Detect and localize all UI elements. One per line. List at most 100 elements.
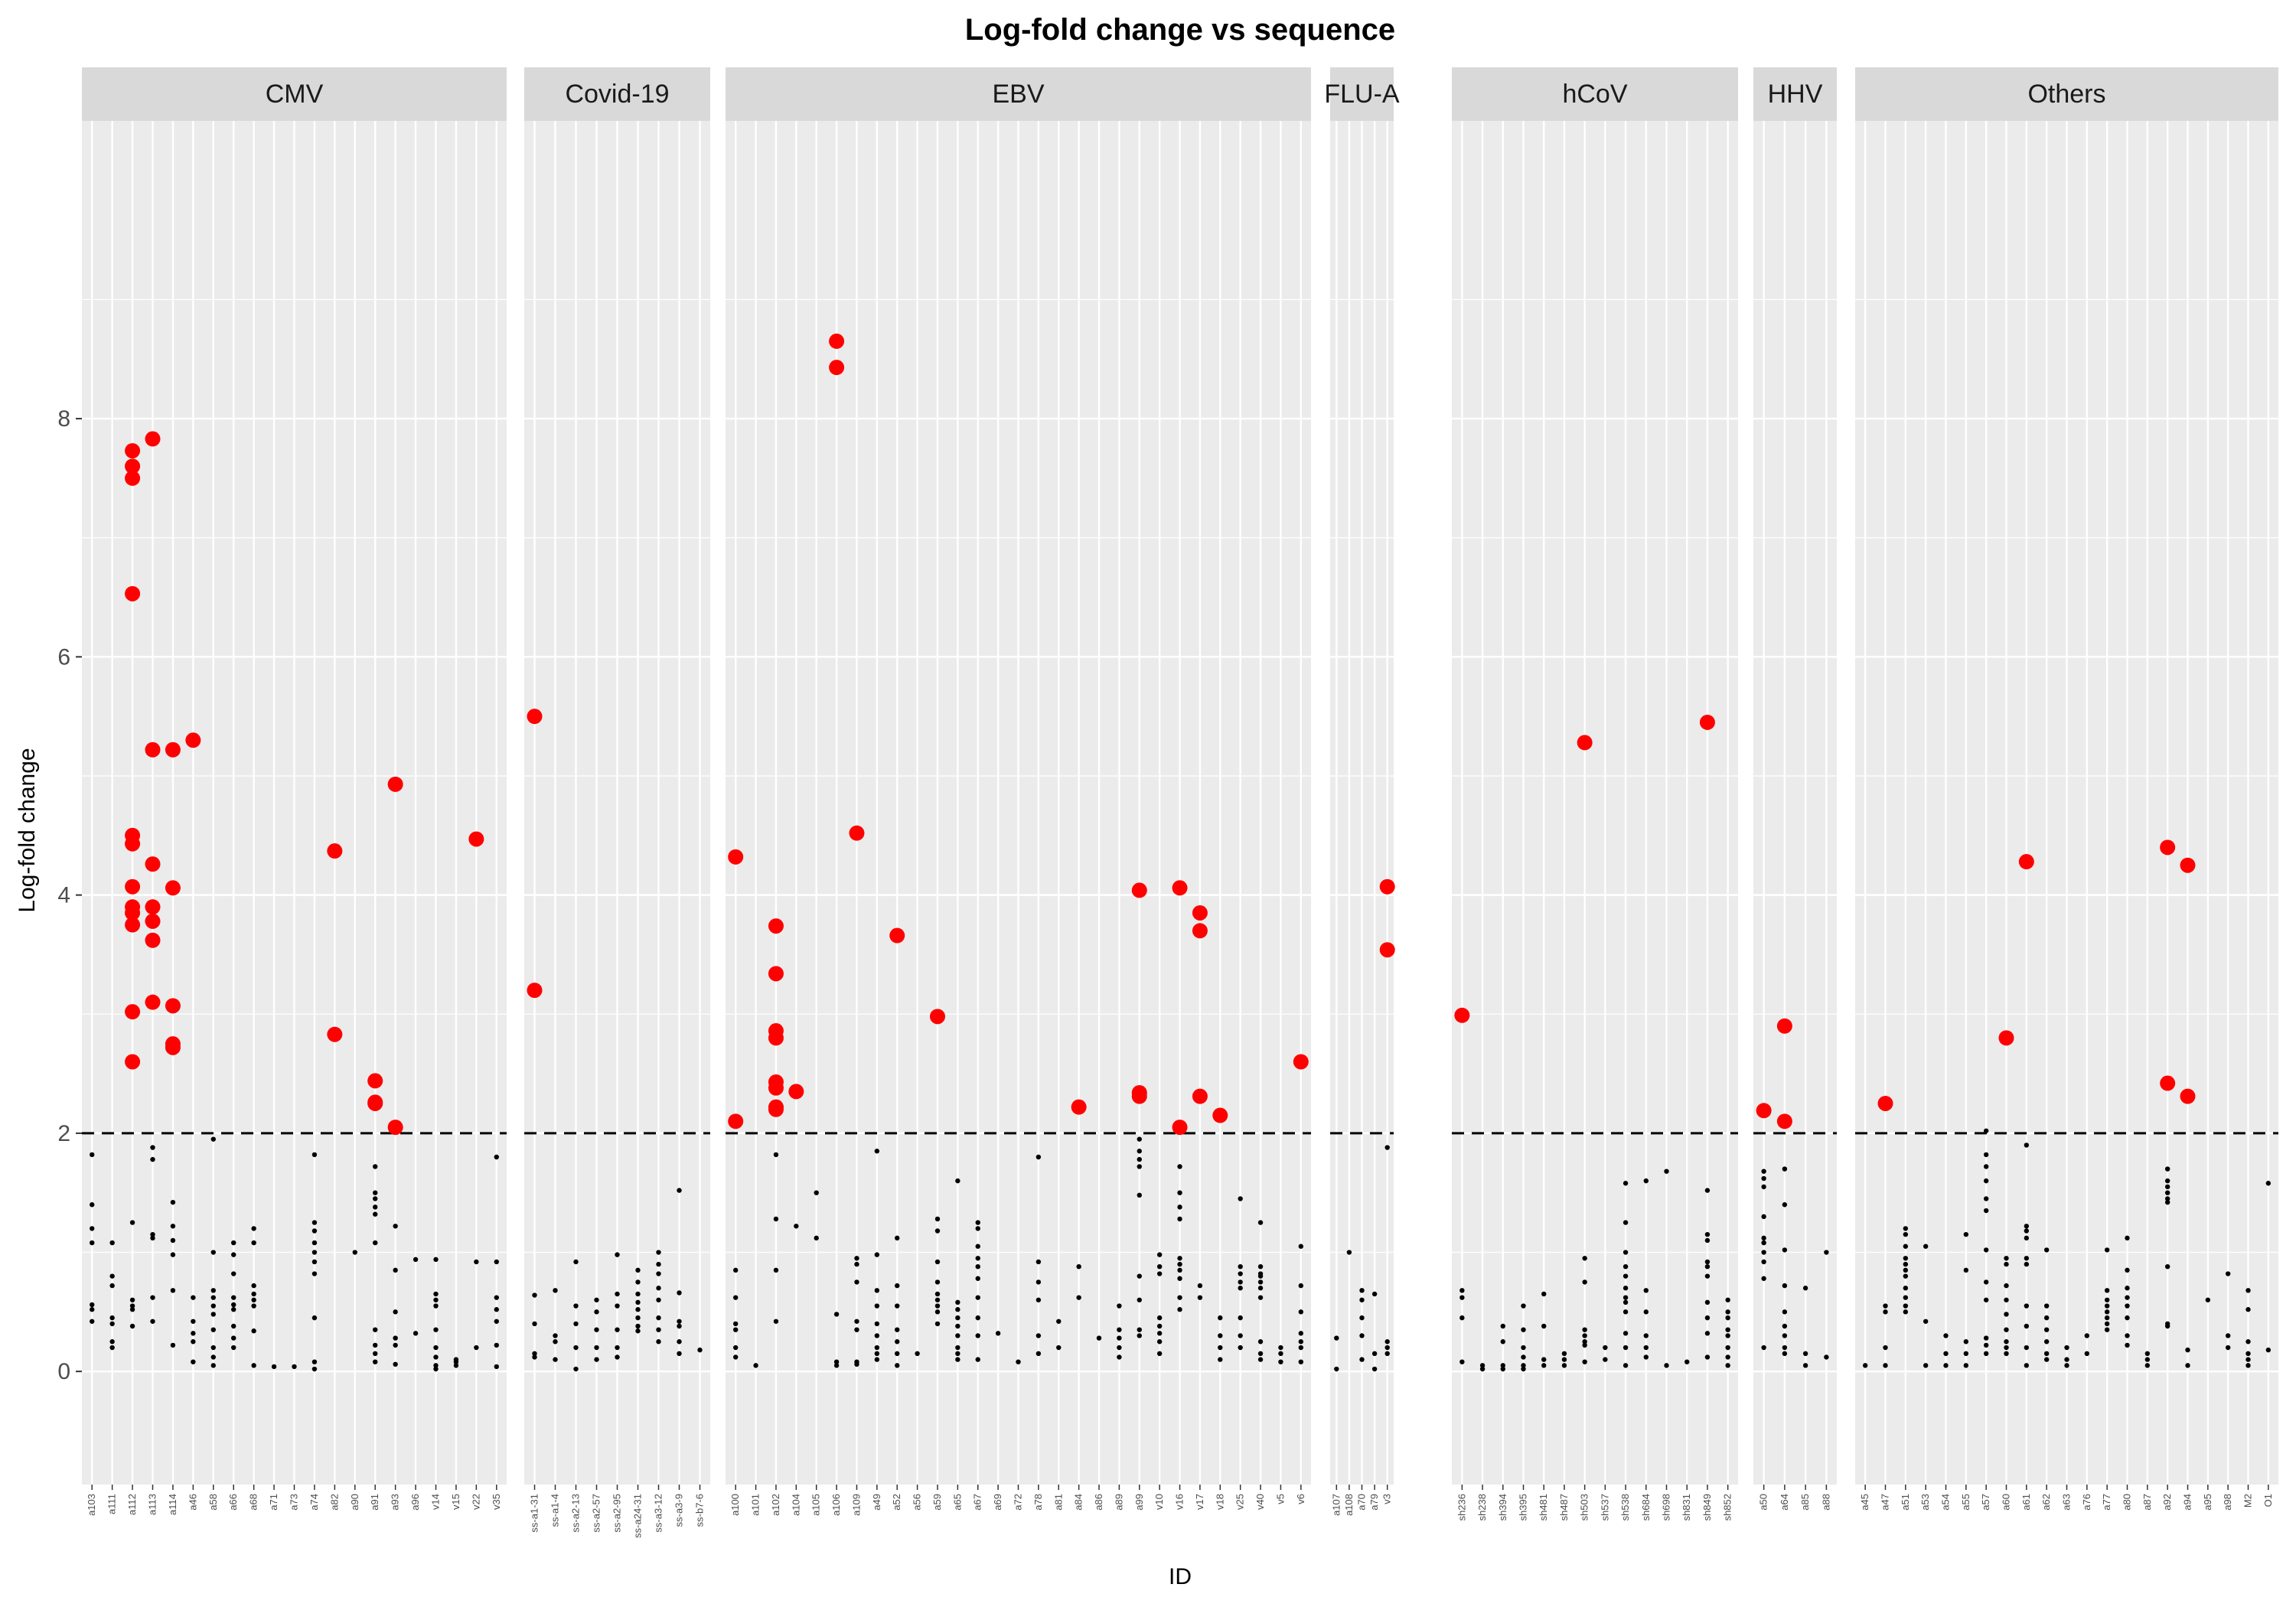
data-point-below-threshold — [874, 1303, 880, 1309]
x-tick-label: a89 — [1113, 1494, 1124, 1511]
data-point-below-threshold — [2104, 1321, 2110, 1327]
data-point-below-threshold — [1761, 1214, 1766, 1220]
data-point-below-threshold — [1603, 1357, 1608, 1362]
data-point-below-threshold — [2125, 1315, 2130, 1321]
data-point-below-threshold — [1704, 1188, 1711, 1193]
data-point-above-threshold — [728, 849, 744, 865]
data-point-below-threshold — [2164, 1196, 2170, 1201]
x-tick-label: a90 — [349, 1494, 360, 1511]
data-point-below-threshold — [210, 1312, 216, 1317]
data-point-below-threshold — [2043, 1303, 2050, 1309]
data-point-below-threshold — [656, 1261, 661, 1267]
data-point-below-threshold — [1137, 1327, 1142, 1332]
data-point-below-threshold — [2164, 1323, 2170, 1329]
data-point-above-threshold — [1071, 1099, 1087, 1115]
facet-strip-label: Covid-19 — [565, 80, 669, 109]
data-point-below-threshold — [210, 1288, 216, 1293]
data-point-below-threshold — [231, 1271, 236, 1276]
data-point-below-threshold — [1761, 1175, 1766, 1182]
data-point-below-threshold — [594, 1309, 599, 1315]
data-point-below-threshold — [150, 1235, 155, 1241]
data-point-below-threshold — [1883, 1303, 1888, 1309]
x-tick-label: ss-a2-57 — [591, 1494, 602, 1533]
data-point-below-threshold — [656, 1271, 661, 1276]
x-tick-label: sh537 — [1599, 1494, 1610, 1521]
data-point-below-threshold — [231, 1307, 236, 1312]
data-point-above-threshold — [125, 878, 141, 895]
data-point-above-threshold — [1577, 735, 1593, 751]
data-point-below-threshold — [1117, 1335, 1122, 1341]
data-point-below-threshold — [2245, 1357, 2251, 1362]
x-tick-label: ss-a3-12 — [653, 1494, 664, 1533]
data-point-below-threshold — [1137, 1273, 1142, 1279]
data-point-below-threshold — [656, 1315, 661, 1321]
data-point-below-threshold — [231, 1240, 236, 1246]
data-point-below-threshold — [1643, 1345, 1649, 1351]
data-point-below-threshold — [251, 1297, 256, 1302]
data-point-below-threshold — [2225, 1271, 2231, 1276]
data-point-below-threshold — [1883, 1345, 1888, 1351]
data-point-above-threshold — [1454, 1007, 1470, 1023]
data-point-below-threshold — [2024, 1323, 2030, 1329]
x-tick-label: sh852 — [1722, 1494, 1733, 1521]
data-point-above-threshold — [1379, 878, 1395, 895]
data-point-below-threshold — [1371, 1366, 1378, 1372]
data-point-below-threshold — [2084, 1333, 2090, 1338]
data-point-below-threshold — [995, 1331, 1001, 1336]
x-tick-label: a61 — [2020, 1494, 2032, 1511]
data-point-below-threshold — [615, 1291, 620, 1297]
data-point-above-threshold — [1756, 1103, 1772, 1119]
x-tick-label: a66 — [227, 1494, 239, 1511]
x-tick-label: a114 — [167, 1494, 178, 1515]
x-tick-label: a73 — [289, 1494, 300, 1511]
data-point-below-threshold — [2104, 1315, 2110, 1321]
data-point-below-threshold — [1782, 1323, 1788, 1329]
data-point-below-threshold — [1137, 1333, 1142, 1338]
data-point-below-threshold — [191, 1295, 196, 1300]
data-point-below-threshold — [231, 1295, 236, 1300]
data-point-below-threshold — [433, 1303, 439, 1309]
data-point-below-threshold — [2024, 1345, 2030, 1351]
x-tick-label: a79 — [1368, 1494, 1380, 1511]
data-point-below-threshold — [191, 1339, 196, 1345]
data-point-below-threshold — [1923, 1319, 1929, 1324]
x-tick-label: v14 — [430, 1494, 442, 1510]
data-point-below-threshold — [474, 1345, 479, 1351]
data-point-below-threshold — [1725, 1363, 1730, 1368]
data-point-below-threshold — [1156, 1263, 1163, 1270]
data-point-below-threshold — [1056, 1345, 1062, 1351]
data-point-below-threshold — [1035, 1333, 1042, 1338]
x-tick-label: sh831 — [1681, 1494, 1692, 1521]
data-point-below-threshold — [934, 1321, 941, 1327]
data-point-below-threshold — [90, 1152, 95, 1158]
data-point-below-threshold — [677, 1319, 682, 1324]
data-point-below-threshold — [251, 1291, 256, 1297]
x-tick-label: sh236 — [1456, 1494, 1467, 1521]
x-tick-label: v10 — [1153, 1494, 1165, 1510]
data-point-below-threshold — [150, 1319, 155, 1324]
data-point-below-threshold — [1278, 1351, 1283, 1357]
data-point-below-threshold — [2125, 1235, 2130, 1241]
data-point-above-threshold — [1131, 882, 1147, 898]
x-tick-label: a82 — [328, 1494, 340, 1511]
x-tick-label: sh698 — [1661, 1494, 1672, 1521]
data-point-below-threshold — [1761, 1250, 1766, 1255]
data-point-below-threshold — [2265, 1181, 2272, 1186]
data-point-below-threshold — [1238, 1345, 1243, 1351]
x-tick-label: a63 — [2061, 1494, 2073, 1511]
data-point-above-threshold — [327, 843, 343, 859]
data-point-below-threshold — [433, 1291, 439, 1297]
data-point-below-threshold — [1137, 1149, 1142, 1154]
data-point-below-threshold — [2104, 1327, 2110, 1332]
data-point-below-threshold — [573, 1366, 579, 1372]
data-point-below-threshold — [1384, 1145, 1390, 1150]
data-point-below-threshold — [373, 1359, 378, 1364]
data-point-below-threshold — [1257, 1286, 1264, 1291]
data-point-below-threshold — [150, 1231, 155, 1237]
x-tick-label: ss-b7-6 — [694, 1494, 706, 1527]
data-point-below-threshold — [1963, 1231, 1969, 1237]
data-point-below-threshold — [150, 1145, 155, 1150]
data-point-below-threshold — [874, 1351, 880, 1357]
data-point-below-threshold — [494, 1295, 499, 1300]
data-point-below-threshold — [1684, 1359, 1690, 1364]
